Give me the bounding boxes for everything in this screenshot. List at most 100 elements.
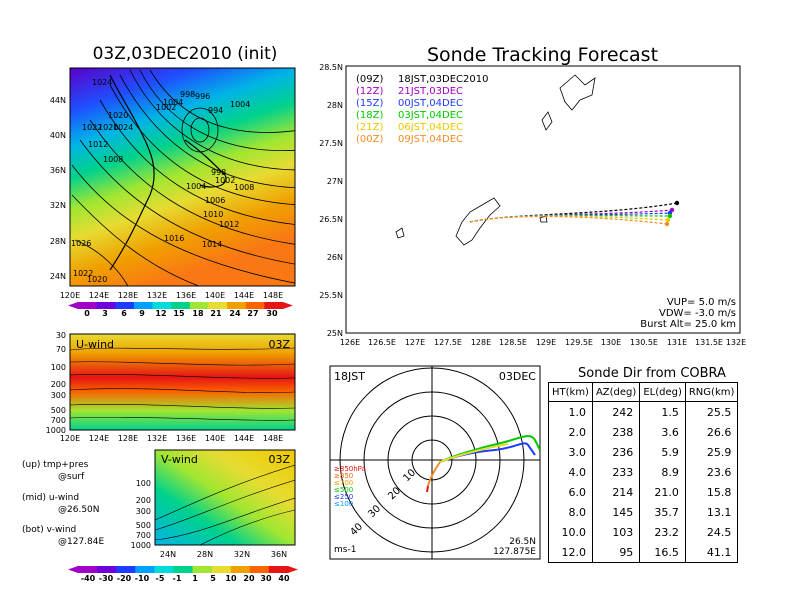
direction-table-title: Sonde Dir from COBRA: [578, 366, 726, 381]
uwind-lon-tick: 144E: [234, 434, 254, 443]
temperature-colorbar-labels: 0 3 6 9 12 15 18 21 24 27 30: [84, 309, 278, 318]
note-text: (up) tmp+pres: [22, 460, 89, 470]
vwind-time: 03Z: [268, 453, 290, 466]
colorbar-label: 12: [155, 309, 166, 318]
legend-code: (18Z): [356, 110, 383, 121]
note-text: @127.84E: [58, 537, 104, 547]
forecast-lon-tick: 130.5E: [630, 338, 658, 347]
contour-label: 996: [195, 92, 210, 101]
table-cell: 23.6: [684, 462, 739, 482]
colorbar-swatch: [211, 566, 232, 573]
colorbar-label: 5: [210, 574, 216, 583]
forecast-param: VUP= 5.0 m/s: [667, 297, 736, 308]
forecast-lat-tick: 27.5N: [319, 139, 343, 148]
colorbar-end-arrow: [288, 566, 298, 573]
vwind-p-tick: 700: [136, 531, 151, 540]
contour-label: 1022: [82, 123, 102, 132]
contour-label: 994: [208, 106, 223, 115]
uwind-lon-tick: 140E: [205, 434, 225, 443]
table-cell: 25.5: [684, 401, 739, 422]
colorbar-swatch: [116, 566, 136, 573]
forecast-lon-tick: 128E: [471, 338, 491, 347]
forecast-lat-tick: 25.5N: [319, 291, 343, 300]
forecast-lon-tick: 127E: [405, 338, 425, 347]
colorbar-swatch: [171, 302, 191, 309]
contour-label: 998: [180, 90, 195, 99]
colorbar-end-arrow: [68, 566, 78, 573]
colorbar-label: 1: [192, 574, 198, 583]
note-text: (bot) v-wind: [22, 525, 76, 535]
legend-time: 18JST,03DEC2010: [398, 74, 488, 85]
uwind-p-tick: 500: [51, 406, 66, 415]
forecast-lon-tick: 130E: [601, 338, 621, 347]
colorbar-swatch: [115, 302, 135, 309]
forecast-lat-tick: 28.5N: [319, 63, 343, 72]
forecast-lon-tick: 132E: [726, 338, 746, 347]
legend-code: (15Z): [356, 98, 383, 109]
forecast-lat-tick: 27N: [327, 177, 343, 186]
forecast-lon-tick: 126E: [340, 338, 360, 347]
sonde-tracks: [469, 200, 680, 227]
vwind-p-tick: 500: [136, 521, 151, 530]
temperature-colorbar: [68, 302, 293, 309]
table-row: 6.0 214 21.0 15.8: [548, 482, 739, 502]
hodograph-panel: 18JST 03DEC 10 20 30 40 ≥850hPa ≥850 ≤70…: [329, 365, 541, 560]
table-cell: 95: [591, 542, 641, 563]
map-title: 03Z,03DEC2010 (init): [92, 44, 278, 64]
colorbar-swatch: [189, 302, 209, 309]
contour-label: 1008: [103, 155, 123, 164]
table-cell: 10.0: [548, 522, 593, 542]
colorbar-end-arrow: [283, 302, 293, 309]
colorbar-label: 10: [225, 574, 237, 583]
table-cell: 41.1: [684, 542, 739, 563]
forecast-lat-tick: 26.5N: [319, 215, 343, 224]
map-lon-tick: 120E: [60, 291, 80, 300]
forecast-title: Sonde Tracking Forecast: [426, 44, 659, 66]
pressure-legend: ≥850: [334, 472, 353, 480]
table-cell: 236: [591, 442, 641, 462]
colorbar-swatch: [97, 566, 117, 573]
table-row: 12.0 95 16.5 41.1: [548, 542, 739, 563]
temperature-map: 1024 1020 1020 1024 1022 1012 1008 998 9…: [50, 67, 296, 318]
uwind-cross-section: U-wind 03Z 30 70 100 200 300 500 700 100…: [46, 331, 296, 443]
forecast-param: Burst Alt= 25.0 km: [640, 319, 736, 330]
forecast-lat-tick: 25N: [327, 329, 343, 338]
contour-label: 1008: [234, 183, 254, 192]
colorbar-label: -40: [81, 574, 96, 583]
colorbar-swatch: [192, 566, 213, 573]
sonde-burst-point: [664, 221, 670, 227]
colorbar-swatch: [268, 566, 289, 573]
table-cell: 26.6: [684, 422, 739, 442]
table-cell: 8.0: [548, 502, 593, 522]
map-lon-tick: 140E: [205, 291, 225, 300]
forecast-lon-tick: 129E: [536, 338, 556, 347]
map-lon-tick: 148E: [263, 291, 283, 300]
contour-label: 998: [211, 168, 226, 177]
colorbar-swatch: [173, 566, 194, 573]
pressure-legend: ≤500: [334, 486, 353, 494]
column-header: AZ(deg): [591, 382, 641, 402]
legend-code: (21Z): [356, 122, 383, 133]
map-lat-tick: 36N: [50, 166, 66, 175]
uwind-p-tick: 1000: [46, 426, 66, 435]
uwind-lon-tick: 136E: [176, 434, 196, 443]
colorbar-label: -20: [117, 574, 132, 583]
colorbar-label: 27: [247, 309, 258, 318]
colorbar-swatch: [133, 302, 154, 309]
colorbar-label: -10: [135, 574, 150, 583]
vwind-label: V-wind: [161, 453, 198, 466]
forecast-param: VDW= -3.0 m/s: [659, 308, 736, 319]
note-text: @surf: [58, 472, 85, 482]
forecast-lon-tick: 126.5E: [368, 338, 396, 347]
map-lat-tick: 28N: [50, 237, 66, 246]
contour-label: 1016: [164, 234, 184, 243]
sonde-track-line: [469, 215, 668, 225]
table-cell: 12.0: [548, 542, 593, 563]
table-cell: 25.9: [684, 442, 739, 462]
sonde-burst-point: [674, 200, 680, 206]
contour-label: 1022: [73, 269, 93, 278]
colorbar-label: 6: [121, 309, 127, 318]
column-header: EL(deg): [639, 382, 686, 402]
map-lon-tick: 136E: [176, 291, 196, 300]
table-row: 2.0 238 3.6 26.6: [548, 422, 739, 442]
